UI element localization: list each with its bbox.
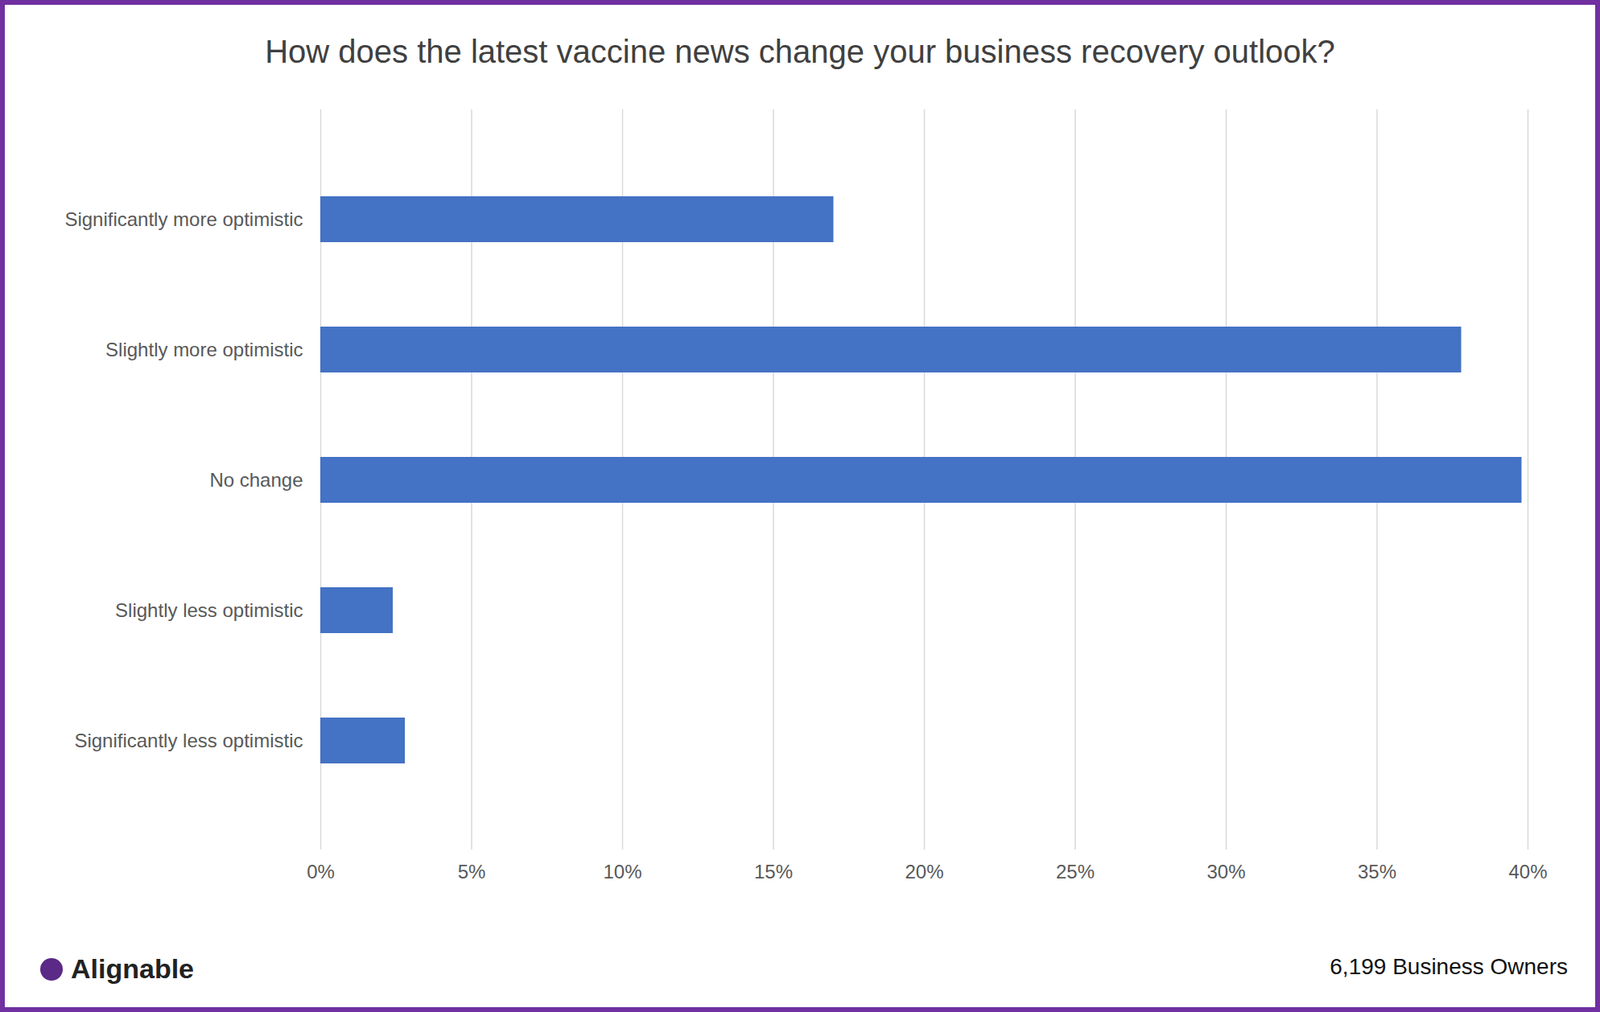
svg-text:15%: 15% [754,861,793,883]
svg-text:35%: 35% [1357,861,1397,883]
html-text:How does the latest vaccine ne: How does the latest vaccine news change … [264,33,1336,70]
svg-text:5%: 5% [457,861,487,883]
svg-text:Significantly less optimistic: Significantly less optimistic [74,729,303,752]
svg-text:No change: No change [209,469,303,491]
svg-text:25%: 25% [1055,861,1095,883]
svg-text:Slightly more optimistic: Slightly more optimistic [105,338,303,361]
html-text:6,199 Business Owners: 6,199 Business Owners [1329,954,1568,980]
svg-text:Slightly less optimistic: Slightly less optimistic [115,599,303,622]
svg-text:30%: 30% [1206,861,1246,883]
html-text:Alignable: Alignable [70,953,194,985]
svg-text:20%: 20% [904,861,944,883]
svg-text:10%: 10% [602,861,642,883]
svg-text:0%: 0% [306,861,335,883]
svg-text:Significantly more optimistic: Significantly more optimistic [64,208,303,231]
svg-text:40%: 40% [1508,861,1547,883]
